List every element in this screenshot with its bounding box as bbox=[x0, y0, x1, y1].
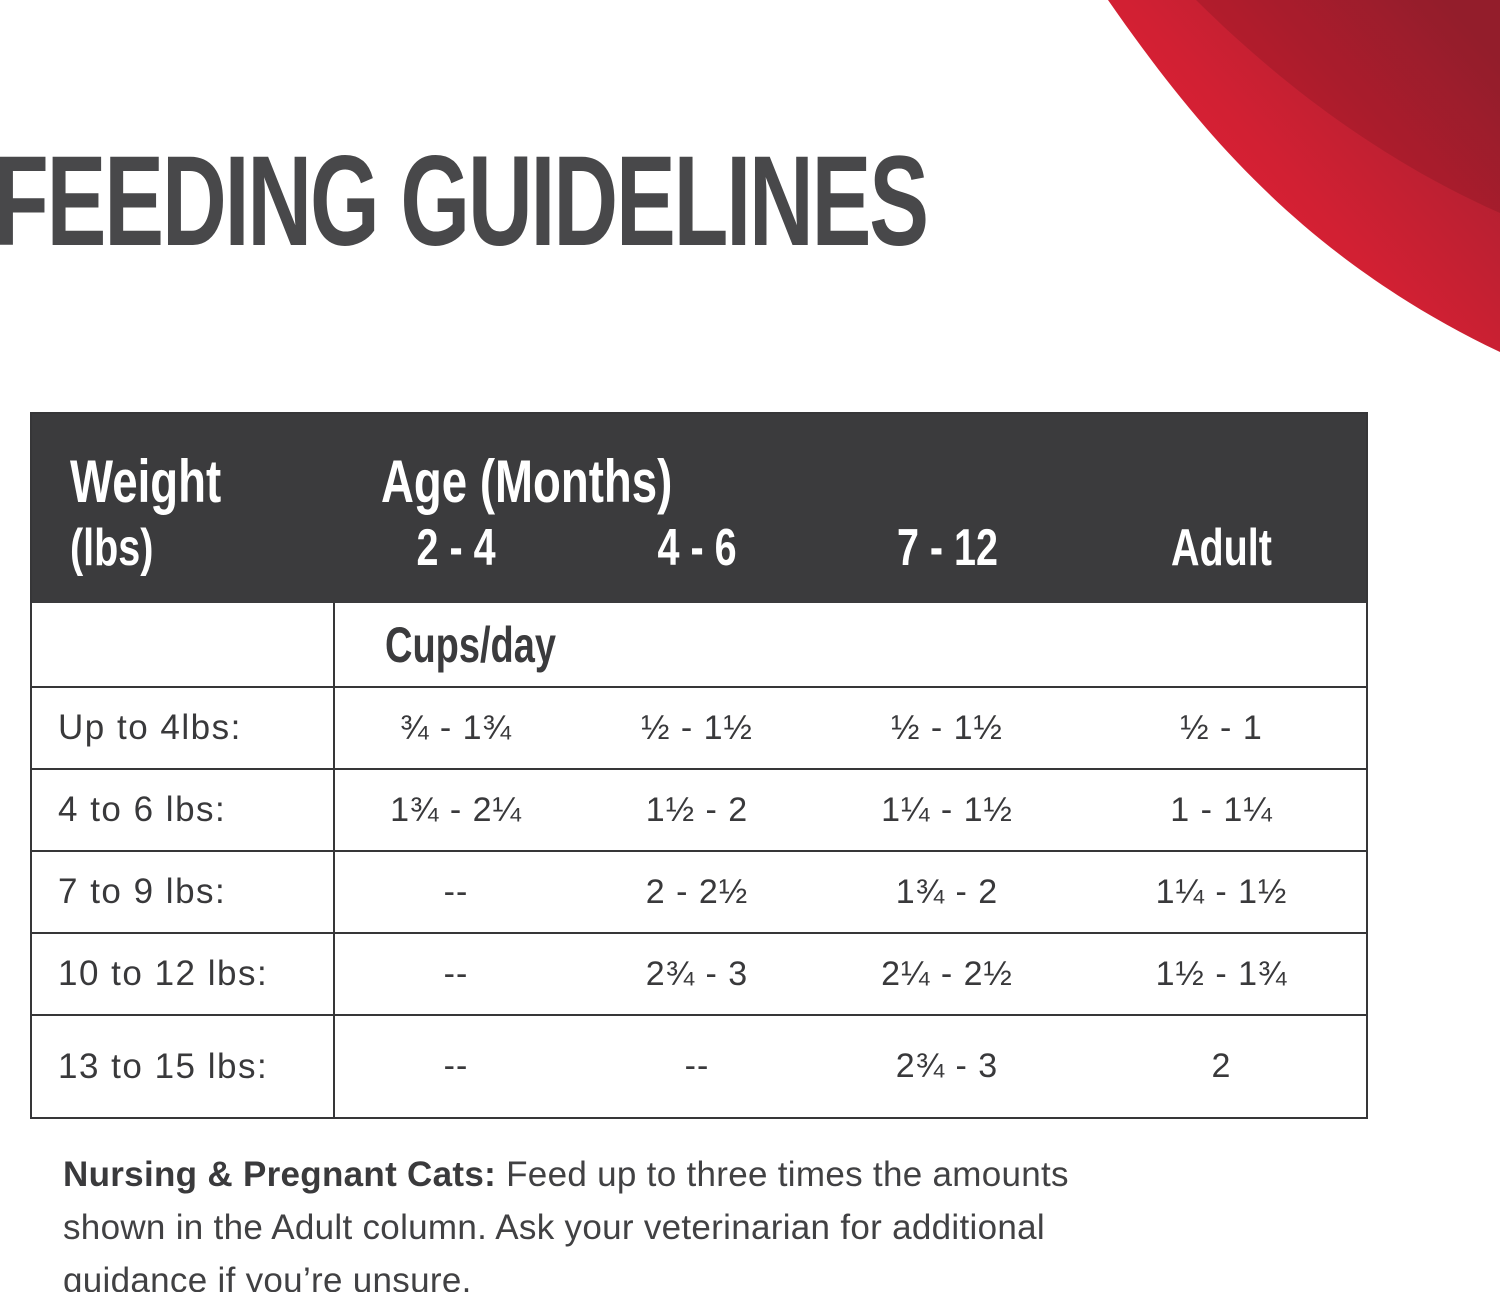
value-cell: 1¾ - 2¼ bbox=[390, 790, 522, 829]
table-row: 10 to 12 lbs: -- 2¾ - 3 2¼ - 2½ 1½ - 1¾ bbox=[32, 932, 1366, 1014]
value-cell: ½ - 1 bbox=[1180, 708, 1263, 747]
value-cell: 2¼ - 2½ bbox=[881, 954, 1013, 993]
value-cell: -- bbox=[684, 1047, 710, 1085]
weight-header: Weight bbox=[70, 448, 222, 515]
value-cell: 1½ - 1¾ bbox=[1155, 954, 1288, 993]
value-cell: 2 - 2½ bbox=[645, 872, 749, 911]
value-cell: -- bbox=[443, 872, 469, 911]
feeding-table: Weight Age (Months) (lbs) 2 - 4 4 - 6 7 … bbox=[30, 412, 1368, 1119]
value-cell: 1¼ - 1½ bbox=[1155, 872, 1288, 911]
value-cell: ½ - 1½ bbox=[641, 708, 753, 747]
swoosh-main-shape bbox=[1108, 0, 1500, 352]
cups-per-day-label: Cups/day bbox=[385, 616, 557, 673]
value-cell: 1¾ - 2 bbox=[895, 872, 999, 911]
age-column-2-4: 2 - 4 bbox=[416, 519, 496, 577]
value-cell: ¾ - 1¾ bbox=[400, 708, 512, 747]
units-row-weight-cell bbox=[32, 603, 335, 686]
table-row: 13 to 15 lbs: -- -- 2¾ - 3 2 bbox=[32, 1014, 1366, 1117]
value-cell: 2¾ - 3 bbox=[895, 1047, 999, 1085]
feeding-note: Nursing & Pregnant Cats: Feed up to thre… bbox=[63, 1148, 1393, 1292]
table-row: 7 to 9 lbs: -- 2 - 2½ 1¾ - 2 1¼ - 1½ bbox=[32, 850, 1366, 932]
weight-cell: 13 to 15 lbs: bbox=[32, 1016, 335, 1117]
swoosh-inner-shade bbox=[1196, 0, 1500, 213]
weight-cell: 7 to 9 lbs: bbox=[32, 852, 335, 932]
note-text: Feed up to three times the amounts shown… bbox=[63, 1155, 1069, 1292]
value-cell: 1¼ - 1½ bbox=[881, 790, 1013, 829]
age-column-7-12: 7 - 12 bbox=[896, 519, 998, 577]
age-column-4-6: 4 - 6 bbox=[657, 519, 737, 577]
page-title: FEEDING GUIDELINES bbox=[0, 130, 929, 273]
value-cell: 1½ - 2 bbox=[645, 790, 749, 829]
note-heading: Nursing & Pregnant Cats: bbox=[63, 1155, 497, 1194]
weight-cell: 10 to 12 lbs: bbox=[32, 934, 335, 1014]
value-cell: -- bbox=[443, 1047, 469, 1085]
age-column-adult: Adult bbox=[1171, 519, 1272, 577]
value-cell: 2¾ - 3 bbox=[645, 954, 749, 993]
age-header: Age (Months) bbox=[381, 448, 673, 515]
weight-cell: Up to 4lbs: bbox=[32, 688, 335, 768]
units-row: Cups/day bbox=[32, 603, 1366, 686]
table-row: Up to 4lbs: ¾ - 1¾ ½ - 1½ ½ - 1½ ½ - 1 bbox=[32, 686, 1366, 768]
table-row: 4 to 6 lbs: 1¾ - 2¼ 1½ - 2 1¼ - 1½ 1 - 1… bbox=[32, 768, 1366, 850]
red-swoosh-graphic bbox=[1108, 0, 1500, 352]
value-cell: ½ - 1½ bbox=[891, 708, 1003, 747]
table-header: Weight Age (Months) (lbs) 2 - 4 4 - 6 7 … bbox=[32, 414, 1366, 603]
value-cell: 1 - 1¼ bbox=[1170, 790, 1273, 829]
lbs-subheader: (lbs) bbox=[70, 519, 154, 577]
value-cell: 2 bbox=[1211, 1047, 1232, 1085]
value-cell: -- bbox=[443, 954, 469, 993]
weight-cell: 4 to 6 lbs: bbox=[32, 770, 335, 850]
